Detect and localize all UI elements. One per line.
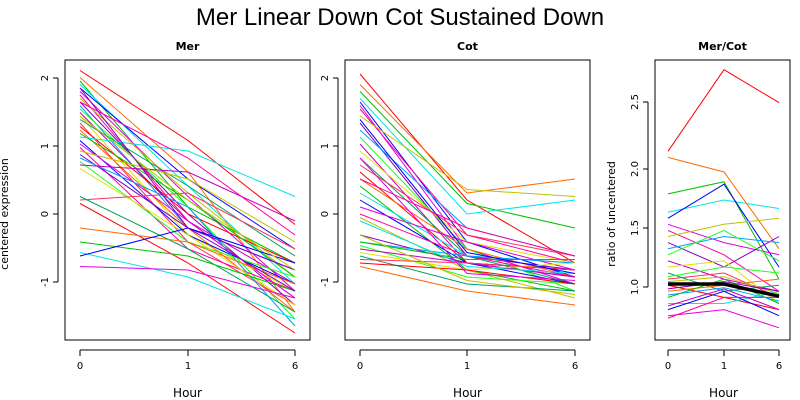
series-line — [79, 203, 296, 334]
x-tick-label: 0 — [665, 361, 671, 372]
series-line — [667, 217, 780, 237]
series-line — [359, 91, 576, 229]
y-tick-label: -1 — [320, 277, 331, 287]
x-tick-label: 1 — [464, 361, 470, 372]
x-axis-label: Hour — [709, 386, 738, 400]
plot-frame-0 — [64, 59, 311, 341]
series-line — [79, 196, 296, 313]
y-tick-label: 2 — [40, 75, 51, 81]
plot-frame-1 — [344, 59, 591, 341]
y-tick-label: 1 — [320, 143, 331, 149]
series-line — [359, 84, 576, 194]
x-axis-label: Hour — [453, 386, 482, 400]
series-line — [359, 119, 576, 274]
y-tick-label: 0 — [40, 211, 51, 217]
series-line — [79, 192, 296, 250]
highlight-series-line — [668, 282, 780, 298]
y-axis-label: ratio of uncentered — [605, 161, 618, 267]
series-line — [359, 220, 576, 274]
series-line — [79, 143, 296, 299]
x-tick-label: 1 — [721, 361, 727, 372]
series-line — [667, 309, 780, 329]
x-tick-label: 0 — [357, 361, 363, 372]
series-line — [79, 115, 296, 271]
series-line — [667, 235, 780, 250]
series-line — [79, 70, 296, 225]
series-line — [667, 199, 780, 213]
panel-title-1: Cot — [457, 40, 478, 53]
series-line — [667, 281, 780, 292]
y-axis-label: centered expression — [0, 158, 11, 270]
series-line — [667, 296, 779, 319]
series-line — [667, 229, 780, 292]
series-line — [359, 73, 576, 264]
series-line — [359, 241, 575, 260]
series-line — [359, 98, 576, 215]
series-line — [667, 290, 780, 317]
series-line — [667, 272, 780, 298]
series-line — [79, 126, 296, 264]
x-tick-label: 1 — [185, 361, 191, 372]
series-line — [79, 266, 296, 299]
series-line — [359, 266, 576, 306]
x-tick-label: 0 — [77, 361, 83, 372]
series-line — [79, 168, 296, 306]
series-line — [667, 288, 780, 311]
y-tick-label: 0 — [320, 211, 331, 217]
series-line — [667, 183, 780, 268]
series-line — [359, 262, 576, 285]
panel-title-0: Mer — [176, 40, 200, 53]
series-line — [79, 157, 296, 327]
x-tick-label: 6 — [572, 361, 578, 372]
series-line — [79, 91, 296, 292]
x-axis-label: Hour — [173, 386, 202, 400]
y-tick-label: 2.5 — [630, 94, 641, 110]
series-line — [79, 150, 296, 243]
series-line — [359, 234, 576, 295]
series-line — [667, 69, 780, 152]
figure-title: Mer Linear Down Cot Sustained Down — [195, 4, 605, 31]
series-line — [79, 252, 296, 320]
y-tick-label: -1 — [40, 277, 51, 287]
y-tick-label: 2.0 — [630, 161, 641, 177]
series-line — [667, 287, 780, 302]
series-line — [359, 241, 576, 264]
y-tick-label: 1.0 — [630, 279, 641, 295]
y-tick-label: 2 — [320, 75, 331, 81]
series-line — [79, 101, 296, 236]
series-line — [79, 164, 296, 222]
series-line — [79, 98, 296, 278]
y-tick-label: 1 — [40, 143, 51, 149]
series-line — [79, 136, 296, 197]
y-tick-label: 1.5 — [630, 220, 641, 236]
panel-title-2: Mer/Cot — [698, 40, 747, 53]
x-tick-label: 6 — [292, 361, 298, 372]
series-line — [79, 87, 296, 292]
series-line — [359, 245, 576, 285]
series-line — [359, 157, 576, 281]
series-line — [359, 259, 576, 271]
series-line — [667, 229, 780, 262]
series-line — [359, 164, 576, 257]
series-line — [667, 266, 780, 278]
plot-frame-2 — [654, 59, 791, 341]
series-line — [359, 178, 576, 257]
series-line — [359, 115, 576, 197]
series-line — [667, 156, 780, 249]
x-tick-label: 6 — [776, 361, 782, 372]
